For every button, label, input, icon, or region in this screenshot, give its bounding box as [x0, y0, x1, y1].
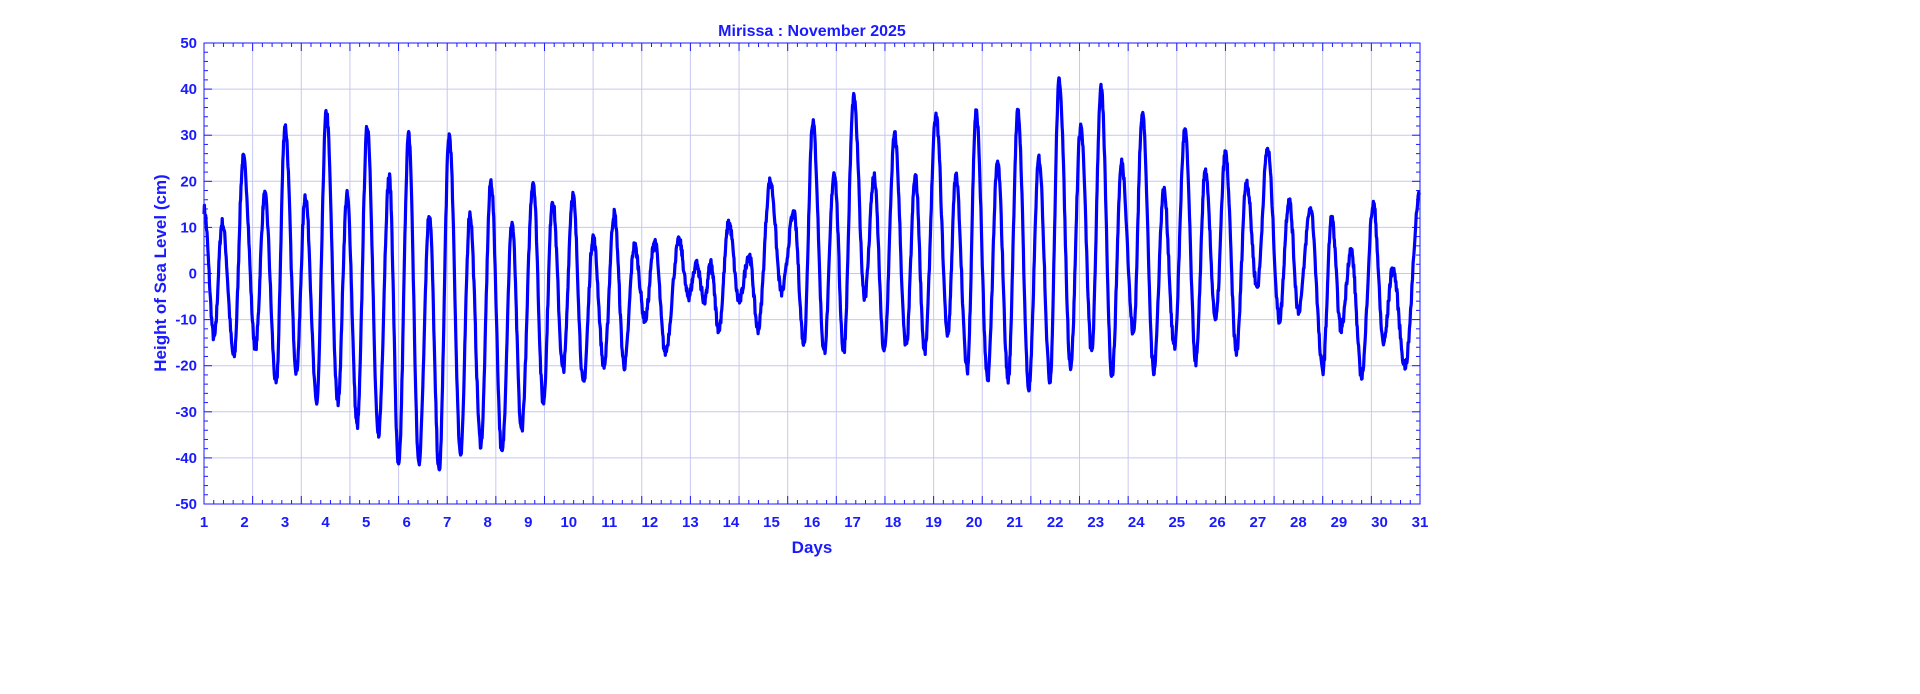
x-tick-label: 8 [484, 514, 492, 531]
x-tick-label: 21 [1006, 514, 1023, 531]
y-tick-label: -40 [175, 450, 197, 467]
x-tick-label: 7 [443, 514, 451, 531]
x-tick-label: 26 [1209, 514, 1226, 531]
x-tick-label: 5 [362, 514, 370, 531]
x-tick-label: 22 [1047, 514, 1064, 531]
x-tick-label: 13 [682, 514, 699, 531]
x-tick-label: 23 [1087, 514, 1104, 531]
x-tick-label: 4 [321, 514, 330, 531]
x-tick-label: 16 [804, 514, 821, 531]
x-tick-label: 18 [885, 514, 902, 531]
x-tick-label: 11 [601, 514, 617, 531]
y-axis-label: Height of Sea Level (cm) [151, 174, 170, 371]
y-tick-labels: -50 -40 -30 -20 -10 0 10 20 30 40 50 [175, 35, 197, 513]
x-tick-label: 19 [925, 514, 942, 531]
x-tick-label: 9 [524, 514, 532, 531]
x-tick-label: 27 [1250, 514, 1267, 531]
x-tick-label: 10 [560, 514, 577, 531]
y-tick-label: -30 [175, 404, 197, 421]
y-tick-label: 50 [180, 35, 197, 52]
x-tick-label: 17 [844, 514, 861, 531]
x-tick-label: 14 [723, 514, 740, 531]
x-tick-labels: 1 2 3 4 5 6 7 8 9 10 11 12 13 14 15 16 17 18 19 20 21 22 23 24 2… [200, 514, 1429, 531]
y-tick-label: 30 [180, 127, 197, 144]
x-axis-label: Days [792, 538, 833, 557]
x-tick-label: 20 [966, 514, 983, 531]
x-tick-label: 28 [1290, 514, 1307, 531]
x-tick-label: 25 [1168, 514, 1185, 531]
plot-frame [203, 42, 1421, 505]
y-tick-label: 40 [180, 81, 197, 98]
y-tick-label: -50 [175, 496, 197, 513]
x-tick-label: 3 [281, 514, 289, 531]
x-tick-label: 1 [200, 514, 208, 531]
x-tick-label: 12 [642, 514, 659, 531]
x-tick-label: 30 [1371, 514, 1388, 531]
y-tick-label: -10 [175, 312, 197, 329]
x-tick-label: 31 [1412, 514, 1429, 531]
y-tick-label: 0 [189, 266, 197, 283]
y-tick-label: 10 [180, 219, 197, 236]
x-tick-label: 2 [240, 514, 248, 531]
x-tick-label: 15 [763, 514, 780, 531]
sea-level-line [202, 76, 1421, 472]
x-tick-label: 24 [1128, 514, 1145, 531]
y-tick-label: -20 [175, 358, 197, 375]
x-tick-label: 29 [1331, 514, 1348, 531]
chart-title: Mirissa : November 2025 [718, 23, 906, 40]
y-tick-label: 20 [180, 173, 197, 190]
x-tick-label: 6 [402, 514, 410, 531]
